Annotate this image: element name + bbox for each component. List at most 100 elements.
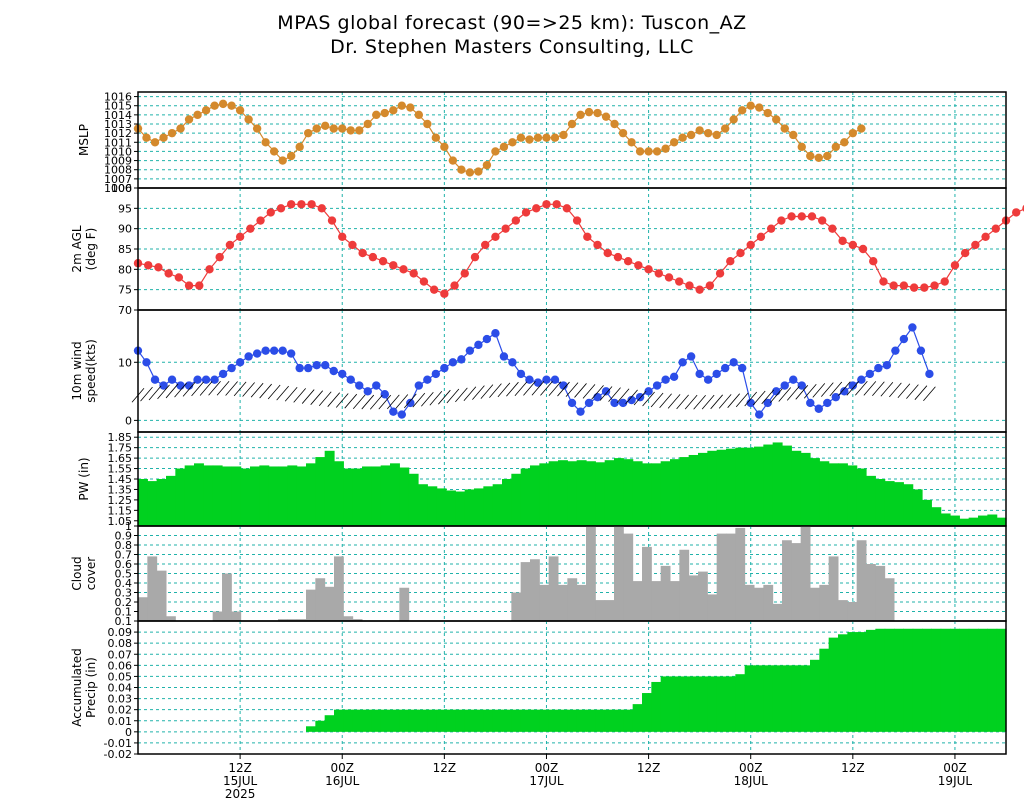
data-point <box>159 381 168 390</box>
wind-barb <box>693 394 706 410</box>
data-point <box>831 142 841 152</box>
data-point <box>368 252 378 262</box>
y-tick-label: 70 <box>118 304 132 317</box>
y-tick-label: 0.02 <box>108 704 133 717</box>
wind-barb <box>318 391 332 406</box>
panel-temp: 70 75 80 85 90 95 100 2m AGL (deg F) <box>70 182 1024 317</box>
x-tick-label: 00Z <box>943 761 967 775</box>
data-point <box>678 358 687 367</box>
cloud-bar <box>614 526 624 621</box>
area-bar <box>931 628 942 732</box>
wind-barb <box>718 394 732 409</box>
cloud-bar <box>567 578 578 621</box>
area-bar <box>996 628 1007 732</box>
data-point <box>201 375 211 384</box>
data-point <box>823 151 832 161</box>
data-point <box>857 375 866 384</box>
data-point <box>295 363 304 373</box>
area-bar <box>866 475 876 526</box>
data-point <box>840 387 849 396</box>
cloud-bar <box>651 581 662 621</box>
x-year-label: 2025 <box>225 787 256 800</box>
data-point <box>164 269 173 278</box>
data-point <box>399 265 408 274</box>
area-bar <box>679 676 690 732</box>
data-point <box>397 410 407 419</box>
wind-barb <box>803 384 817 399</box>
data-point <box>780 124 789 133</box>
cloud-bar <box>212 611 223 621</box>
data-point <box>440 289 449 298</box>
data-point <box>329 124 338 133</box>
area-bar <box>278 466 288 526</box>
cloud-bar <box>399 587 410 621</box>
area-bar <box>772 665 783 732</box>
data-point <box>266 208 275 217</box>
data-point <box>431 369 441 379</box>
x-tick-label: 00Z <box>535 761 559 775</box>
wind-barb <box>250 382 264 398</box>
data-point <box>848 240 858 250</box>
area-bar <box>380 709 391 732</box>
data-point <box>678 133 687 142</box>
cloud-bar <box>819 584 830 621</box>
data-point <box>525 375 534 384</box>
data-point <box>644 147 653 156</box>
y-tick-label: 1.55 <box>108 463 133 476</box>
data-point <box>389 261 398 270</box>
y-tick-label: 90 <box>118 223 132 236</box>
data-point <box>176 124 185 133</box>
wind-barb <box>786 386 800 401</box>
area-bar <box>492 484 503 526</box>
data-point <box>661 144 670 153</box>
area-bar <box>642 463 652 526</box>
data-point <box>246 224 255 233</box>
data-point <box>882 360 892 370</box>
wind-barb <box>548 381 562 396</box>
wind-barb <box>923 386 936 402</box>
data-point <box>635 147 645 156</box>
y-axis-label: cover <box>84 557 98 590</box>
data-point <box>244 352 253 361</box>
data-point <box>533 378 543 387</box>
area-bar <box>464 489 475 526</box>
data-point <box>930 281 939 290</box>
area-bar <box>315 720 326 732</box>
data-point <box>286 151 296 161</box>
wind-barb <box>446 388 460 404</box>
data-point <box>327 216 337 225</box>
data-point <box>516 369 526 379</box>
y-tick-label: -0.01 <box>104 737 132 750</box>
area-bar <box>268 466 279 526</box>
wind-barb <box>778 387 792 402</box>
y-axis-label: speed(kts) <box>84 339 98 403</box>
cloud-bar <box>558 584 568 621</box>
y-tick-label: 0.8 <box>115 539 133 552</box>
wind-barb <box>352 394 366 409</box>
cloud-bar <box>688 575 699 621</box>
data-point <box>406 398 415 408</box>
data-point <box>481 240 490 250</box>
y-tick-label: 1008 <box>104 164 132 177</box>
cloud-bar <box>147 556 158 621</box>
area-bar <box>222 466 232 526</box>
cloud-bar <box>726 533 736 621</box>
area-bar <box>819 648 830 732</box>
data-point <box>372 110 381 120</box>
data-point <box>542 375 551 384</box>
data-point <box>338 369 347 379</box>
data-point <box>269 147 279 156</box>
y-axis-label: Cloud <box>70 556 84 590</box>
data-point <box>516 133 526 142</box>
panel-frame <box>137 620 1007 755</box>
wind-barb <box>165 383 179 399</box>
area-bar <box>968 517 979 526</box>
area-bar <box>520 468 531 526</box>
data-point <box>363 119 372 129</box>
y-tick-label: 1.05 <box>108 515 133 528</box>
x-day-label: 18JUL <box>734 774 769 788</box>
data-point <box>142 358 151 367</box>
y-tick-label: 0.05 <box>108 670 133 683</box>
data-point <box>686 352 696 361</box>
area-bar <box>296 466 307 526</box>
